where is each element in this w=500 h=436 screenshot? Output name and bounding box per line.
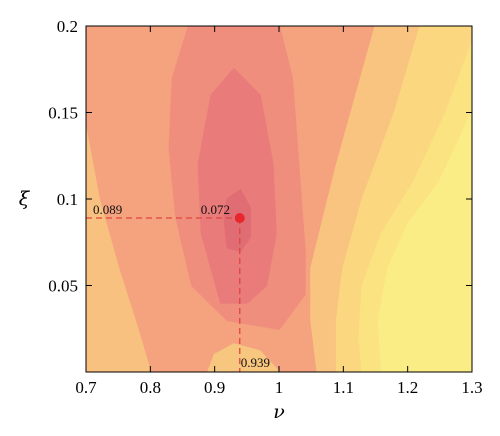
contour-level-9 <box>207 343 280 372</box>
x-tick-label: 1.2 <box>397 378 418 397</box>
y-tick-label: 0.1 <box>57 190 78 209</box>
contour-level-7 <box>377 111 472 372</box>
x-annotation-label: 0.939 <box>241 355 270 370</box>
y-tick-label: 0.05 <box>48 277 78 296</box>
contour-level-8 <box>86 128 152 372</box>
optimum-marker <box>234 213 245 224</box>
x-tick-label: 1.1 <box>333 378 354 397</box>
x-tick-label: 0.8 <box>140 378 161 397</box>
contour-layers <box>86 26 472 372</box>
y-tick-label: 0.2 <box>57 17 78 36</box>
y-axis-label: ξ <box>19 188 31 210</box>
y-annotation-label: 0.089 <box>93 202 122 217</box>
x-axis-ticks: 0.7 0.8 0.9 1 1.1 1.2 1.3 <box>75 26 483 397</box>
x-tick-label: 1 <box>275 378 284 397</box>
y-tick-label: 0.15 <box>48 104 78 123</box>
contour-level-2 <box>197 68 277 304</box>
x-axis-label: ν <box>273 401 285 423</box>
guide-lines <box>86 217 241 372</box>
x-tick-label: 0.7 <box>75 378 97 397</box>
value-annotation-label: 0.072 <box>201 202 230 217</box>
y-axis-ticks: 0.05 0.1 0.15 0.2 <box>48 17 472 296</box>
x-tick-label: 0.9 <box>204 378 225 397</box>
x-tick-label: 1.3 <box>461 378 482 397</box>
